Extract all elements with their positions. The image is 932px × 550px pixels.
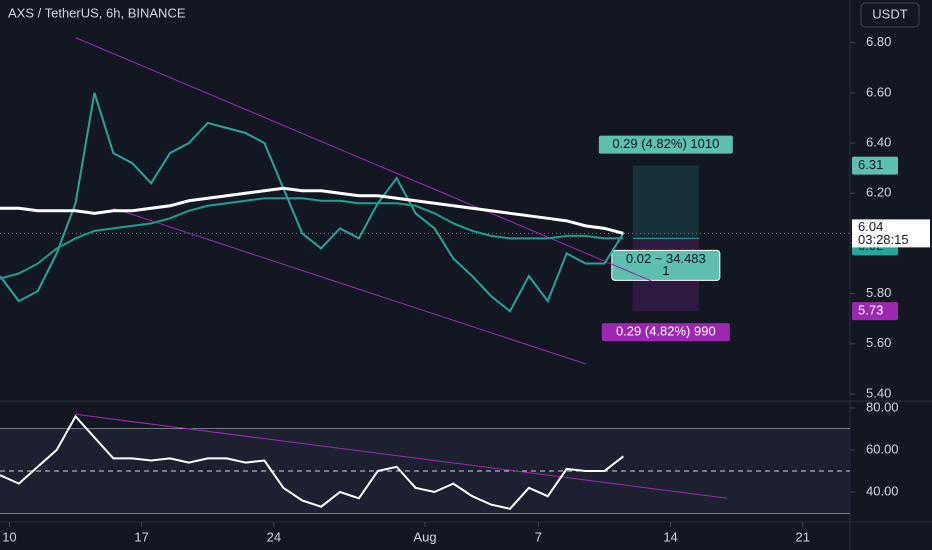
series-line (0, 414, 624, 510)
y-tick-label: 5.80 (866, 285, 891, 300)
stop-tag: 5.73 (858, 303, 883, 318)
y-tick-label: 6.60 (866, 84, 891, 99)
trendline (113, 207, 586, 365)
ratio-label: 0.02 ~ 34.483 (626, 251, 706, 266)
stop-label-bg (601, 323, 730, 342)
chart-title: AXS / TetherUS, 6h, BINANCE (8, 5, 186, 20)
y-tick-label: 80.00 (866, 399, 899, 414)
y-tick-label: 5.40 (866, 385, 891, 400)
x-tick-label: 7 (535, 529, 542, 544)
stop-label: 0.29 (4.82%) 990 (616, 324, 716, 339)
currency-button[interactable] (860, 2, 920, 28)
currency-label[interactable]: USDT (872, 6, 907, 21)
series-line (0, 197, 624, 280)
qty-label: 1 (662, 263, 669, 278)
last-price-bg (852, 219, 930, 248)
series-line (0, 92, 625, 313)
x-tick-label: 21 (796, 529, 810, 544)
y-tick-label: 6.80 (866, 34, 891, 49)
ratio-label-bg (611, 249, 721, 281)
y-tick-label: 6.20 (866, 185, 891, 200)
y-tick-label: 5.60 (866, 335, 891, 350)
series-line (0, 186, 624, 235)
stop-tag-bg (852, 302, 898, 321)
x-tick-label: Aug (413, 529, 436, 544)
x-tick-label: 10 (2, 529, 16, 544)
target-label: 0.29 (4.82%) 1010 (612, 136, 719, 151)
target-tag: 6.31 (858, 157, 883, 172)
target-tag-bg (852, 156, 898, 175)
target-label-bg (598, 135, 733, 154)
last-price: 6.04 (858, 219, 883, 234)
trendline (75, 413, 728, 499)
x-tick-label: 24 (267, 529, 281, 544)
y-tick-label: 6.40 (866, 134, 891, 149)
trendline (75, 37, 652, 282)
x-tick-label: 14 (663, 529, 677, 544)
target-zone (632, 165, 699, 239)
countdown: 03:28:15 (858, 232, 909, 247)
x-tick-label: 17 (134, 529, 148, 544)
y-tick-label: 40.00 (866, 483, 899, 498)
y-tick-label: 60.00 (866, 441, 899, 456)
